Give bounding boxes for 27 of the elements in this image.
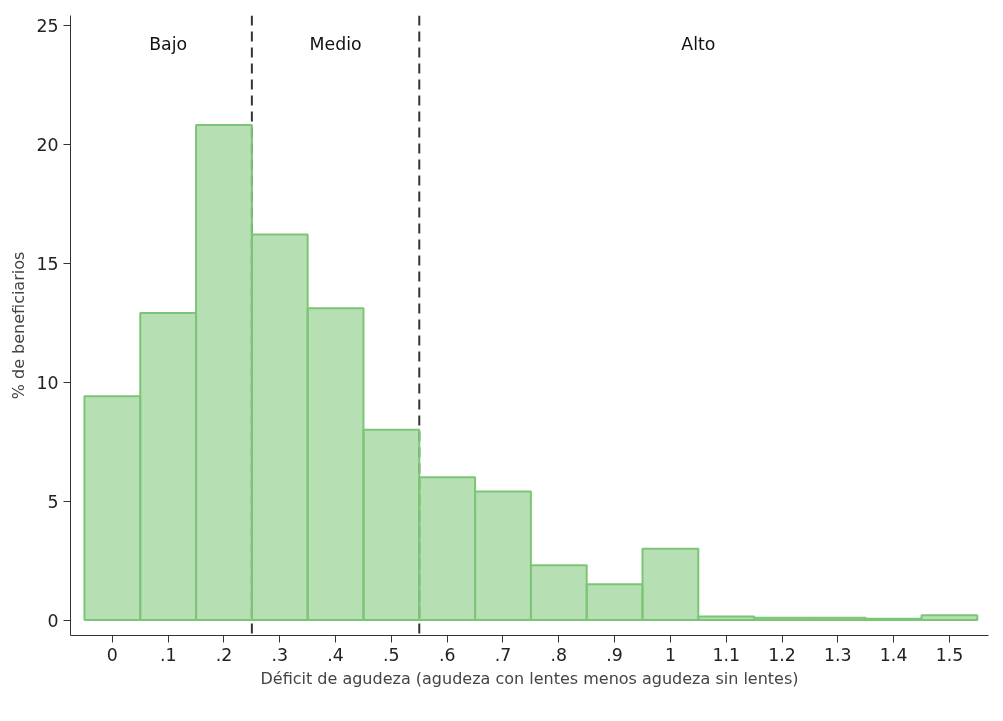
y-tick-label: 0 xyxy=(47,610,59,631)
x-tick-label: .8 xyxy=(550,644,568,665)
x-tick-label: 1.4 xyxy=(879,644,908,665)
y-tick-label: 25 xyxy=(36,15,59,36)
x-tick-label: 1.5 xyxy=(935,644,964,665)
x-tick-label: 1.2 xyxy=(768,644,796,665)
annotation: Bajo xyxy=(149,33,188,54)
annotation: Alto xyxy=(681,33,716,54)
x-tick-label: .4 xyxy=(327,644,344,665)
x-tick-label: .3 xyxy=(271,644,289,665)
x-tick-label: 1 xyxy=(664,644,676,665)
y-tick-label: 15 xyxy=(36,253,59,274)
x-tick-label: .5 xyxy=(383,644,400,665)
x-tick-label: 1.1 xyxy=(712,644,740,665)
y-tick-label: 10 xyxy=(36,372,59,393)
y-axis-title: % de beneficiarios xyxy=(9,251,29,400)
x-axis-title: Déficit de agudeza (agudeza con lentes menos agudeza sin lentes) xyxy=(260,668,799,688)
y-tick-label: 20 xyxy=(36,134,59,155)
x-tick-label: 1.3 xyxy=(824,644,852,665)
x-tick-label: 0 xyxy=(106,644,118,665)
x-tick-label: .2 xyxy=(215,644,233,665)
y-tick-label: 5 xyxy=(47,491,59,512)
x-tick-label: .1 xyxy=(159,644,177,665)
x-tick-label: .7 xyxy=(494,644,512,665)
x-tick-label: .9 xyxy=(606,644,623,665)
x-tick-label: .6 xyxy=(438,644,456,665)
annotation: Medio xyxy=(309,33,362,54)
